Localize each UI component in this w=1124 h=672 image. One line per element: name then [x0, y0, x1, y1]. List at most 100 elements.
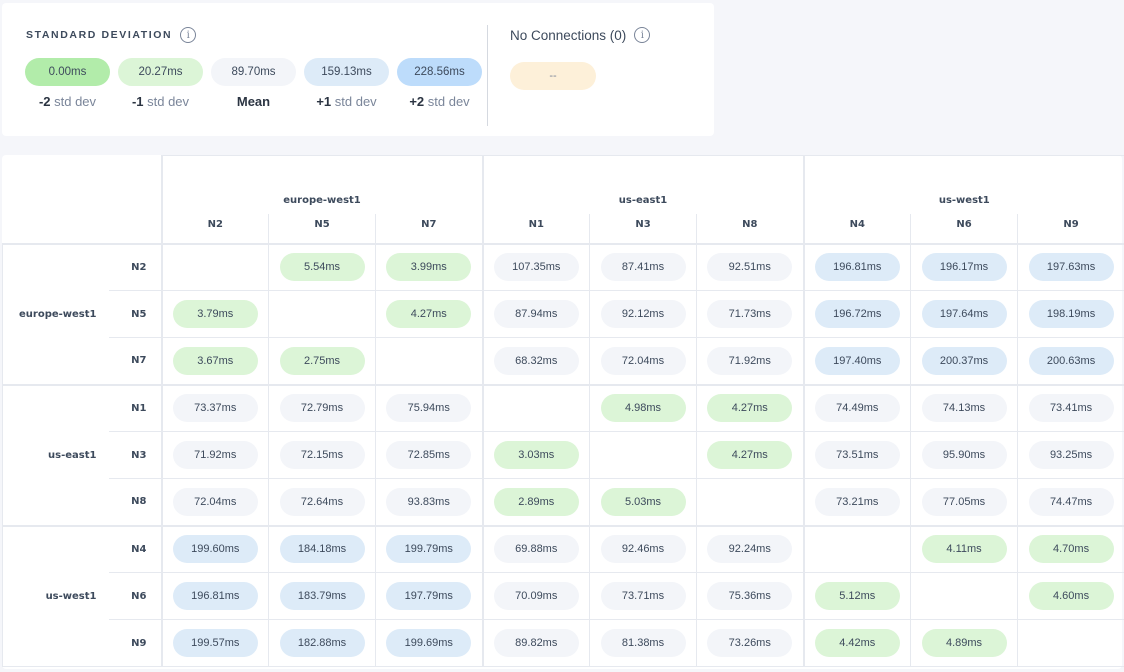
matrix-cell[interactable]: 196.17ms	[910, 243, 1019, 291]
matrix-cell[interactable]: 71.92ms	[696, 337, 805, 385]
matrix-cell[interactable]: 72.85ms	[374, 431, 484, 479]
matrix-cell[interactable]: 70.09ms	[481, 572, 591, 620]
matrix-cell[interactable]: 197.40ms	[802, 337, 912, 385]
matrix-cell[interactable]: 69.88ms	[481, 524, 591, 573]
latency-pill: 198.19ms	[1028, 300, 1114, 328]
matrix-cell[interactable]: 75.94ms	[374, 383, 484, 432]
matrix-cell[interactable]: 93.25ms	[1017, 431, 1124, 479]
matrix-cell[interactable]: 197.79ms	[374, 572, 484, 620]
matrix-cell[interactable]: 4.27ms	[696, 383, 805, 432]
matrix-cell[interactable]: 74.13ms	[910, 383, 1019, 432]
matrix-cell[interactable]: 93.83ms	[374, 478, 484, 526]
latency-pill: 5.12ms	[814, 582, 900, 610]
matrix-cell[interactable]: 4.42ms	[802, 619, 912, 667]
matrix-cell[interactable]: 3.79ms	[160, 290, 269, 338]
matrix-cell[interactable]: 92.12ms	[589, 290, 698, 338]
matrix-cell[interactable]: 95.90ms	[910, 431, 1019, 479]
matrix-cell[interactable]: 72.64ms	[268, 478, 376, 526]
matrix-cell[interactable]: 4.70ms	[1017, 524, 1124, 573]
latency-pill: 4.11ms	[921, 535, 1007, 564]
matrix-cell[interactable]: 73.37ms	[160, 383, 269, 432]
matrix-cell[interactable]: 4.27ms	[696, 431, 805, 479]
corner-cell	[2, 155, 163, 245]
matrix-cell[interactable]: 198.19ms	[1017, 290, 1124, 338]
matrix-cell[interactable]: 5.12ms	[802, 572, 912, 620]
matrix-cell	[481, 383, 591, 432]
matrix-cell[interactable]: 4.27ms	[374, 290, 484, 338]
matrix-cell[interactable]: 73.41ms	[1017, 383, 1124, 432]
matrix-cell[interactable]: 199.69ms	[374, 619, 484, 667]
matrix-cell[interactable]: 71.92ms	[160, 431, 269, 479]
matrix-cell[interactable]: 2.89ms	[481, 478, 591, 526]
matrix-cell[interactable]: 183.79ms	[268, 572, 376, 620]
matrix-cell[interactable]: 72.04ms	[589, 337, 698, 385]
std-dev-item: 228.56ms +2 std dev	[397, 58, 482, 109]
matrix-cell[interactable]: 4.98ms	[589, 383, 698, 432]
matrix-cell[interactable]: 92.46ms	[589, 524, 698, 573]
matrix-cell[interactable]: 199.60ms	[160, 524, 269, 573]
matrix-cell[interactable]: 200.63ms	[1017, 337, 1124, 385]
latency-pill: 92.12ms	[600, 300, 686, 328]
matrix-cell[interactable]: 73.21ms	[802, 478, 912, 526]
matrix-cell[interactable]: 5.54ms	[268, 243, 376, 291]
matrix-cell[interactable]: 72.04ms	[160, 478, 269, 526]
matrix-cell[interactable]: 3.03ms	[481, 431, 591, 479]
matrix-cell[interactable]: 4.11ms	[910, 524, 1019, 573]
matrix-cell[interactable]: 75.36ms	[696, 572, 805, 620]
latency-pill: 199.57ms	[172, 629, 258, 657]
latency-pill: 184.18ms	[279, 535, 365, 564]
matrix-cell[interactable]: 200.37ms	[910, 337, 1019, 385]
latency-pill: 3.79ms	[172, 300, 258, 328]
matrix-cell[interactable]: 68.32ms	[481, 337, 591, 385]
matrix-cell[interactable]: 184.18ms	[268, 524, 376, 573]
matrix-cell[interactable]: 182.88ms	[268, 619, 376, 667]
matrix-cell[interactable]: 196.81ms	[160, 572, 269, 620]
matrix-cell[interactable]: 107.35ms	[481, 243, 591, 291]
matrix-cell[interactable]: 74.49ms	[802, 383, 912, 432]
latency-pill: 200.37ms	[921, 346, 1007, 375]
matrix-cell[interactable]: 89.82ms	[481, 619, 591, 667]
column-group-header: us-east1	[481, 155, 805, 214]
latency-pill: 73.37ms	[172, 394, 258, 423]
matrix-cell[interactable]: 3.67ms	[160, 337, 269, 385]
matrix-cell	[374, 337, 484, 385]
latency-pill: 197.40ms	[814, 346, 900, 375]
matrix-cell[interactable]: 197.63ms	[1017, 243, 1124, 291]
matrix-cell[interactable]: 4.60ms	[1017, 572, 1124, 620]
matrix-cell[interactable]: 73.26ms	[696, 619, 805, 667]
matrix-cell[interactable]: 92.24ms	[696, 524, 805, 573]
matrix-cell[interactable]: 87.94ms	[481, 290, 591, 338]
std-dev-item: 89.70ms Mean	[211, 58, 296, 109]
info-icon[interactable]: i	[180, 27, 197, 43]
matrix-cell[interactable]: 199.57ms	[160, 619, 269, 667]
matrix-cell[interactable]: 5.03ms	[589, 478, 698, 526]
matrix-cell[interactable]: 92.51ms	[696, 243, 805, 291]
matrix-cell[interactable]: 72.15ms	[268, 431, 376, 479]
latency-pill: 81.38ms	[600, 629, 686, 657]
std-dev-caption: Mean	[236, 94, 271, 109]
matrix-cell[interactable]: 197.64ms	[910, 290, 1019, 338]
matrix-cell	[1017, 619, 1124, 667]
matrix-cell[interactable]: 199.79ms	[374, 524, 484, 573]
matrix-cell[interactable]: 74.47ms	[1017, 478, 1124, 526]
matrix-cell[interactable]: 87.41ms	[589, 243, 698, 291]
matrix-cell[interactable]: 73.71ms	[589, 572, 698, 620]
latency-pill: 72.85ms	[386, 441, 472, 469]
matrix-cell[interactable]: 81.38ms	[589, 619, 698, 667]
matrix-cell[interactable]: 196.81ms	[802, 243, 912, 291]
matrix-cell[interactable]: 72.79ms	[268, 383, 376, 432]
info-icon[interactable]: i	[634, 27, 651, 43]
matrix-cell[interactable]: 3.99ms	[374, 243, 484, 291]
matrix-cell[interactable]: 73.51ms	[802, 431, 912, 479]
latency-pill: 72.04ms	[172, 487, 258, 516]
matrix-cell[interactable]: 4.89ms	[910, 619, 1019, 667]
matrix-cell[interactable]: 2.75ms	[268, 337, 376, 385]
latency-pill: 68.32ms	[493, 346, 579, 375]
matrix-cell[interactable]: 71.73ms	[696, 290, 805, 338]
latency-matrix: europe-west1 us-east1 us-west1 N2 N5 N7 N1 N3 N8…	[2, 155, 1124, 669]
row-node-header: N9	[108, 619, 163, 667]
latency-pill: 4.89ms	[921, 629, 1007, 657]
matrix-cell[interactable]: 77.05ms	[910, 478, 1019, 526]
latency-pill: 72.04ms	[600, 346, 686, 375]
matrix-cell[interactable]: 196.72ms	[802, 290, 912, 338]
